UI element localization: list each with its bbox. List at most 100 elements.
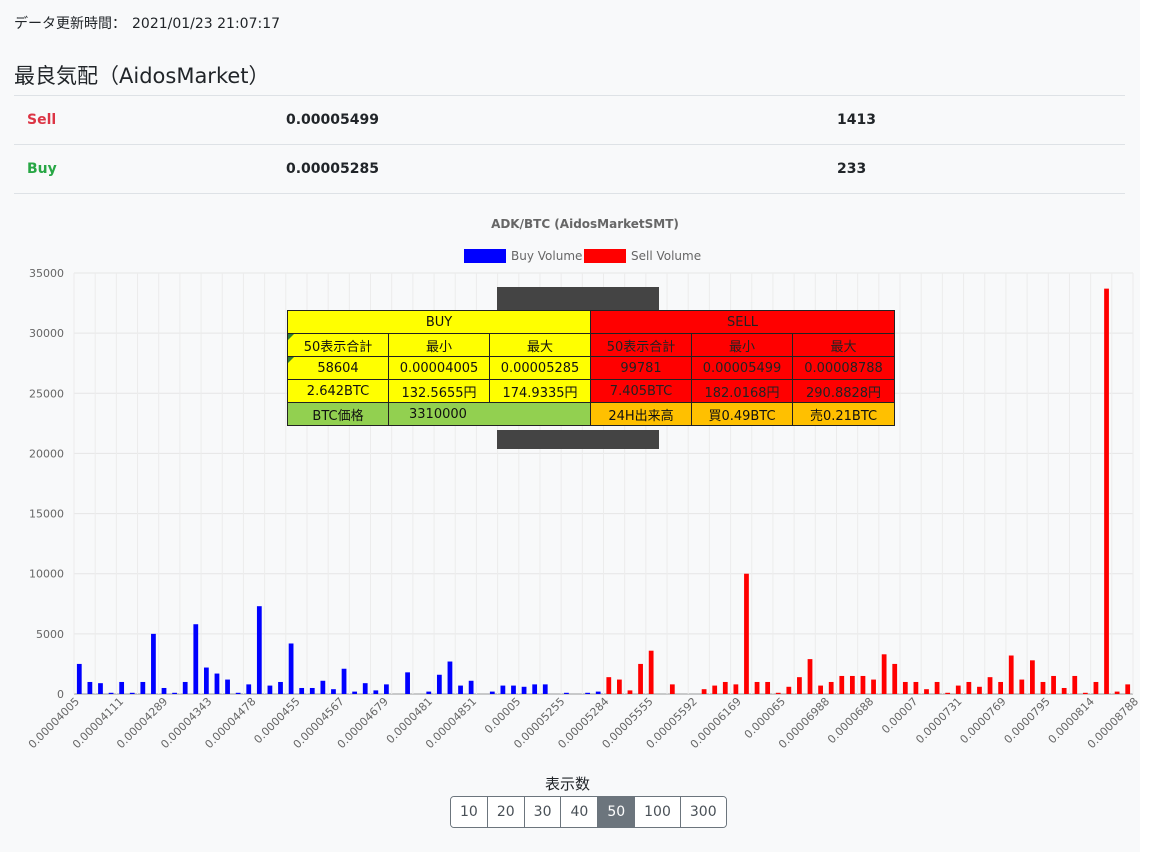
sell-volume-bar xyxy=(871,679,876,694)
buy-volume-bar xyxy=(161,687,167,694)
volume-chart: ADK/BTC (AidosMarketSMT) Buy Volume Sell… xyxy=(26,217,1141,751)
y-tick-label: 20000 xyxy=(29,447,64,460)
display-count-30-button[interactable]: 30 xyxy=(523,797,561,827)
sell-volume-bar xyxy=(648,650,654,694)
sell-volume-bar xyxy=(1114,691,1120,694)
buy-volume-bar xyxy=(500,685,506,694)
display-count-20-button[interactable]: 20 xyxy=(486,797,524,827)
buy-volume-bar xyxy=(426,691,432,694)
display-count-40-button[interactable]: 40 xyxy=(560,797,598,827)
buy-max: 0.00005285 xyxy=(489,356,591,380)
update-time: データ更新時間： 2021/01/23 21:07:17 xyxy=(14,13,280,33)
overlay-bar-bottom xyxy=(497,430,659,449)
legend-buy-swatch xyxy=(464,249,506,263)
sell-max-jpy: 290.8828円 xyxy=(791,379,896,403)
sell-volume-bar xyxy=(1072,675,1078,694)
sell-min: 0.00005499 xyxy=(691,356,793,380)
sell-col-min: 最小 xyxy=(691,333,793,357)
sell-volume-bar xyxy=(807,659,813,694)
x-tick-label: 0.0000688 xyxy=(825,695,876,746)
buy-volume-bar xyxy=(225,679,230,694)
buy-volume-bar xyxy=(320,680,326,694)
buy-header: BUY xyxy=(287,310,591,334)
buy-volume-bar xyxy=(182,681,188,694)
sell-volume-bar xyxy=(1019,679,1025,694)
sell-volume-bar xyxy=(977,686,982,694)
display-count-300-button[interactable]: 300 xyxy=(679,797,726,827)
buy-volume-bar xyxy=(468,680,474,694)
buy-min: 0.00004005 xyxy=(388,356,490,380)
sell-volume-bar xyxy=(913,681,919,694)
display-count-10-button[interactable]: 10 xyxy=(451,797,487,827)
sell-volume-bar xyxy=(892,663,898,694)
sell-volume-bar xyxy=(902,681,908,694)
sell-volume-bar xyxy=(955,685,961,694)
buy-volume-bar xyxy=(532,684,538,694)
sell-col-total: 50表示合計 xyxy=(590,333,692,357)
buy-total-btc: 2.642BTC xyxy=(287,379,389,403)
sell-total: 99781 xyxy=(590,356,692,380)
buy-volume-bar xyxy=(352,691,358,694)
buy-volume-bar xyxy=(193,624,199,694)
buy-volume-bar xyxy=(214,673,220,694)
legend-sell-label: Sell Volume xyxy=(631,249,701,263)
sell-volume-bar xyxy=(765,681,771,694)
vol24-label: 24H出来高 xyxy=(590,402,692,426)
sell-max: 0.00008788 xyxy=(791,356,896,380)
y-tick-label: 5000 xyxy=(36,628,64,641)
buy-volume-bar xyxy=(140,681,146,694)
sell-volume-bar xyxy=(934,681,940,694)
buy-volume-bar xyxy=(129,692,135,694)
buy-volume-bar xyxy=(331,689,336,694)
buy-volume-bar xyxy=(151,633,156,694)
sell-volume-bar xyxy=(606,677,612,694)
buy-volume-bar xyxy=(521,686,527,694)
btc-price-label: BTC価格 xyxy=(287,402,389,426)
buy-label: Buy xyxy=(14,144,273,194)
best-quote-table: Sell 0.00005499 1413 Buy 0.00005285 233 xyxy=(14,95,1125,194)
buy-volume-bar xyxy=(87,681,93,694)
summary-table: BUY SELL 50表示合計 最小 最大 50表示合計 最小 最大 58604… xyxy=(287,310,896,426)
sell-total-btc: 7.405BTC xyxy=(590,379,692,403)
buy-volume-bar xyxy=(235,692,241,694)
buy-volume-bar xyxy=(489,691,495,694)
page-title: 最良気配（AidosMarket） xyxy=(14,64,270,88)
buy-price: 0.00005285 xyxy=(273,144,824,194)
sell-volume-bar xyxy=(627,690,633,694)
sell-volume-bar xyxy=(1040,681,1046,694)
buy-volume-bar xyxy=(98,683,103,694)
sell-volume-bar xyxy=(966,681,972,694)
buy-volume-bar xyxy=(362,683,368,694)
chart-legend: Buy Volume Sell Volume xyxy=(464,249,701,263)
display-count-100-button[interactable]: 100 xyxy=(634,797,680,827)
sell-volume-bar xyxy=(775,692,781,694)
buy-volume: 233 xyxy=(824,144,1125,194)
sell-volume-bar xyxy=(860,675,866,694)
update-time-label: データ更新時間： xyxy=(14,16,126,32)
y-tick-label: 35000 xyxy=(29,267,64,280)
sell-volume-bar xyxy=(797,677,802,694)
sell-volume-bar xyxy=(754,681,760,694)
vol24-sell: 売0.21BTC xyxy=(791,402,896,426)
buy-volume-bar xyxy=(585,692,590,694)
buy-volume-bar xyxy=(203,667,209,694)
buy-volume-bar xyxy=(267,685,273,694)
sell-header: SELL xyxy=(589,310,896,334)
sell-volume-bar xyxy=(712,685,718,694)
sell-volume-bar xyxy=(744,573,749,694)
sell-volume-bar xyxy=(1061,687,1067,694)
display-count-group: 10 20 30 40 50 100 300 xyxy=(450,796,727,828)
sell-row: Sell 0.00005499 1413 xyxy=(14,95,1125,145)
y-tick-label: 15000 xyxy=(29,508,64,521)
buy-volume-bar xyxy=(405,672,410,694)
sell-volume-bar xyxy=(722,681,728,694)
overlay-bar-top xyxy=(497,287,659,310)
update-time-value: 2021/01/23 21:07:17 xyxy=(132,16,281,32)
sell-volume-bar xyxy=(987,677,993,694)
display-count-50-button[interactable]: 50 xyxy=(597,797,635,827)
sell-volume-bar xyxy=(818,685,823,694)
sell-volume-bar xyxy=(638,663,643,694)
buy-row: Buy 0.00005285 233 xyxy=(14,144,1125,194)
buy-volume-bar xyxy=(542,684,548,694)
sell-volume-bar xyxy=(1051,675,1056,694)
